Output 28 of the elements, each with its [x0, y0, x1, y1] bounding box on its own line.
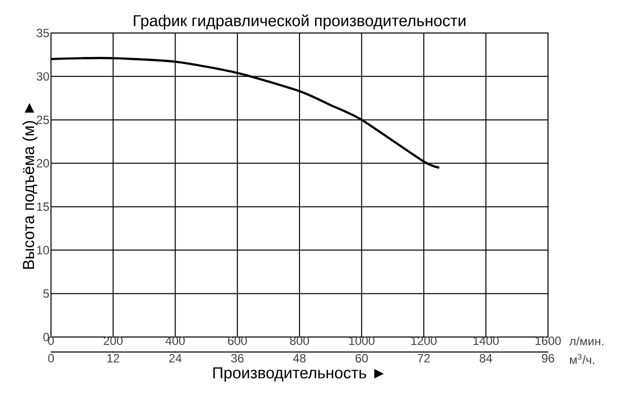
x-tick-label: 600 — [228, 336, 247, 345]
x2-tick-label: 24 — [169, 354, 182, 362]
y-axis-title: Высота подъёма (м) ► — [22, 103, 38, 269]
x-tick-label: 400 — [166, 336, 185, 345]
chart-title: График гидравлической производительности — [134, 14, 466, 30]
x2-tick-label: 72 — [418, 354, 430, 362]
y-tick-label: 20 — [36, 159, 50, 168]
x2-tick-label: 84 — [480, 354, 492, 362]
text: м$^{3}$/ч. — [570, 354, 594, 364]
x2-tick-label: 60 — [356, 354, 368, 362]
x2-tick-label: 36 — [231, 354, 244, 362]
x-tick-label: 200 — [104, 336, 123, 345]
x-tick-label: 1600 — [536, 336, 561, 345]
x2-tick-label: 48 — [293, 354, 306, 362]
x2-tick-label: 12 — [107, 354, 120, 362]
y-tick-label: 35 — [36, 28, 49, 38]
y-tick-label: 10 — [37, 246, 50, 254]
x-tick-label: 1000 — [349, 336, 374, 345]
x-tick-label: 1200 — [411, 336, 437, 345]
x-tick-label: 1400 — [473, 336, 499, 345]
y-tick-label: 30 — [36, 72, 50, 81]
x-axis-title: Производительность ► — [213, 367, 384, 382]
text: л/мин. — [569, 336, 604, 346]
y-tick-label: 5 — [43, 289, 49, 298]
x2-tick-label: 96 — [542, 354, 554, 362]
x-tick-label: 800 — [290, 336, 310, 345]
y-tick-label: 25 — [36, 116, 49, 124]
y-tick-label: 15 — [37, 202, 49, 211]
